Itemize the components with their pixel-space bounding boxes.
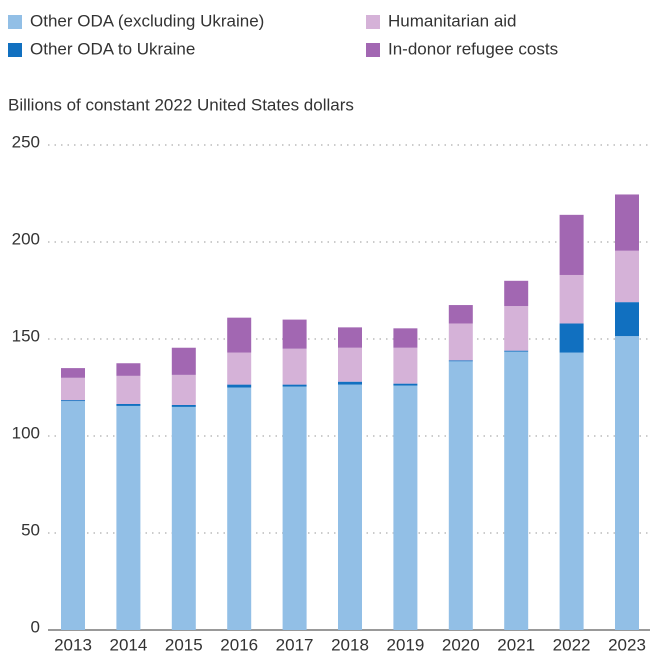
- x-tick-label: 2020: [442, 635, 480, 654]
- bar-segment: [504, 306, 529, 351]
- legend-label: In-donor refugee costs: [388, 39, 558, 58]
- bar-segment: [227, 387, 252, 630]
- bar-segment: [116, 363, 141, 376]
- bar-segment: [61, 368, 85, 378]
- legend-label: Other ODA (excluding Ukraine): [30, 11, 264, 30]
- bar-segment: [282, 319, 307, 349]
- bar-segment: [559, 274, 584, 324]
- legend-swatch: [8, 43, 22, 57]
- bar-segment: [615, 336, 639, 630]
- bar-segment: [559, 352, 584, 630]
- bar-segment: [504, 280, 529, 307]
- x-tick-label: 2023: [608, 635, 646, 654]
- y-tick-label: 150: [12, 326, 40, 345]
- bar-segment: [448, 360, 473, 362]
- bar-segment: [448, 361, 473, 630]
- bar-segment: [615, 250, 639, 303]
- x-tick-label: 2019: [386, 635, 424, 654]
- bar-segment: [282, 384, 307, 387]
- bar-segment: [338, 381, 362, 385]
- y-tick-label: 200: [12, 229, 40, 248]
- bar-segment: [227, 384, 252, 388]
- legend-swatch: [366, 15, 380, 29]
- bar-segment: [227, 317, 252, 353]
- legend-swatch: [366, 43, 380, 57]
- x-tick-label: 2014: [109, 635, 147, 654]
- y-axis-label: Billions of constant 2022 United States …: [8, 95, 354, 114]
- bar-segment: [559, 323, 584, 353]
- bar-segment: [393, 383, 418, 386]
- bar-segment: [393, 347, 418, 384]
- x-tick-label: 2018: [331, 635, 369, 654]
- bar-segment: [615, 302, 639, 337]
- x-tick-label: 2017: [276, 635, 314, 654]
- bar-segment: [338, 384, 362, 630]
- bar-segment: [227, 352, 252, 385]
- bar-segment: [116, 375, 141, 404]
- bar-segment: [282, 386, 307, 630]
- y-tick-label: 100: [12, 423, 40, 442]
- y-tick-label: 0: [31, 617, 40, 636]
- bar-segment: [448, 323, 473, 361]
- x-tick-label: 2021: [497, 635, 535, 654]
- bar-segment: [171, 374, 196, 405]
- y-tick-label: 50: [21, 520, 40, 539]
- bar-segment: [393, 385, 418, 630]
- bar-segment: [338, 347, 362, 382]
- bar-segment: [559, 214, 584, 275]
- bar-segment: [171, 404, 196, 407]
- x-tick-label: 2013: [54, 635, 92, 654]
- bar-segment: [171, 347, 196, 375]
- legend-swatch: [8, 15, 22, 29]
- legend-label: Humanitarian aid: [388, 11, 517, 30]
- bar-segment: [504, 351, 529, 630]
- bar-segment: [393, 328, 418, 348]
- legend-label: Other ODA to Ukraine: [30, 39, 195, 58]
- bar-segment: [116, 403, 141, 406]
- bar-segment: [282, 348, 307, 385]
- x-tick-label: 2015: [165, 635, 203, 654]
- bar-segment: [448, 305, 473, 324]
- bar-segment: [615, 194, 639, 251]
- bar-segment: [504, 350, 529, 352]
- bar-segment: [61, 400, 85, 402]
- bar-segment: [61, 401, 85, 630]
- bar-segment: [61, 377, 85, 401]
- bar-segment: [171, 406, 196, 630]
- y-tick-label: 250: [12, 132, 40, 151]
- x-tick-label: 2016: [220, 635, 258, 654]
- x-tick-label: 2022: [553, 635, 591, 654]
- bar-segment: [338, 327, 362, 348]
- bar-segment: [116, 405, 141, 630]
